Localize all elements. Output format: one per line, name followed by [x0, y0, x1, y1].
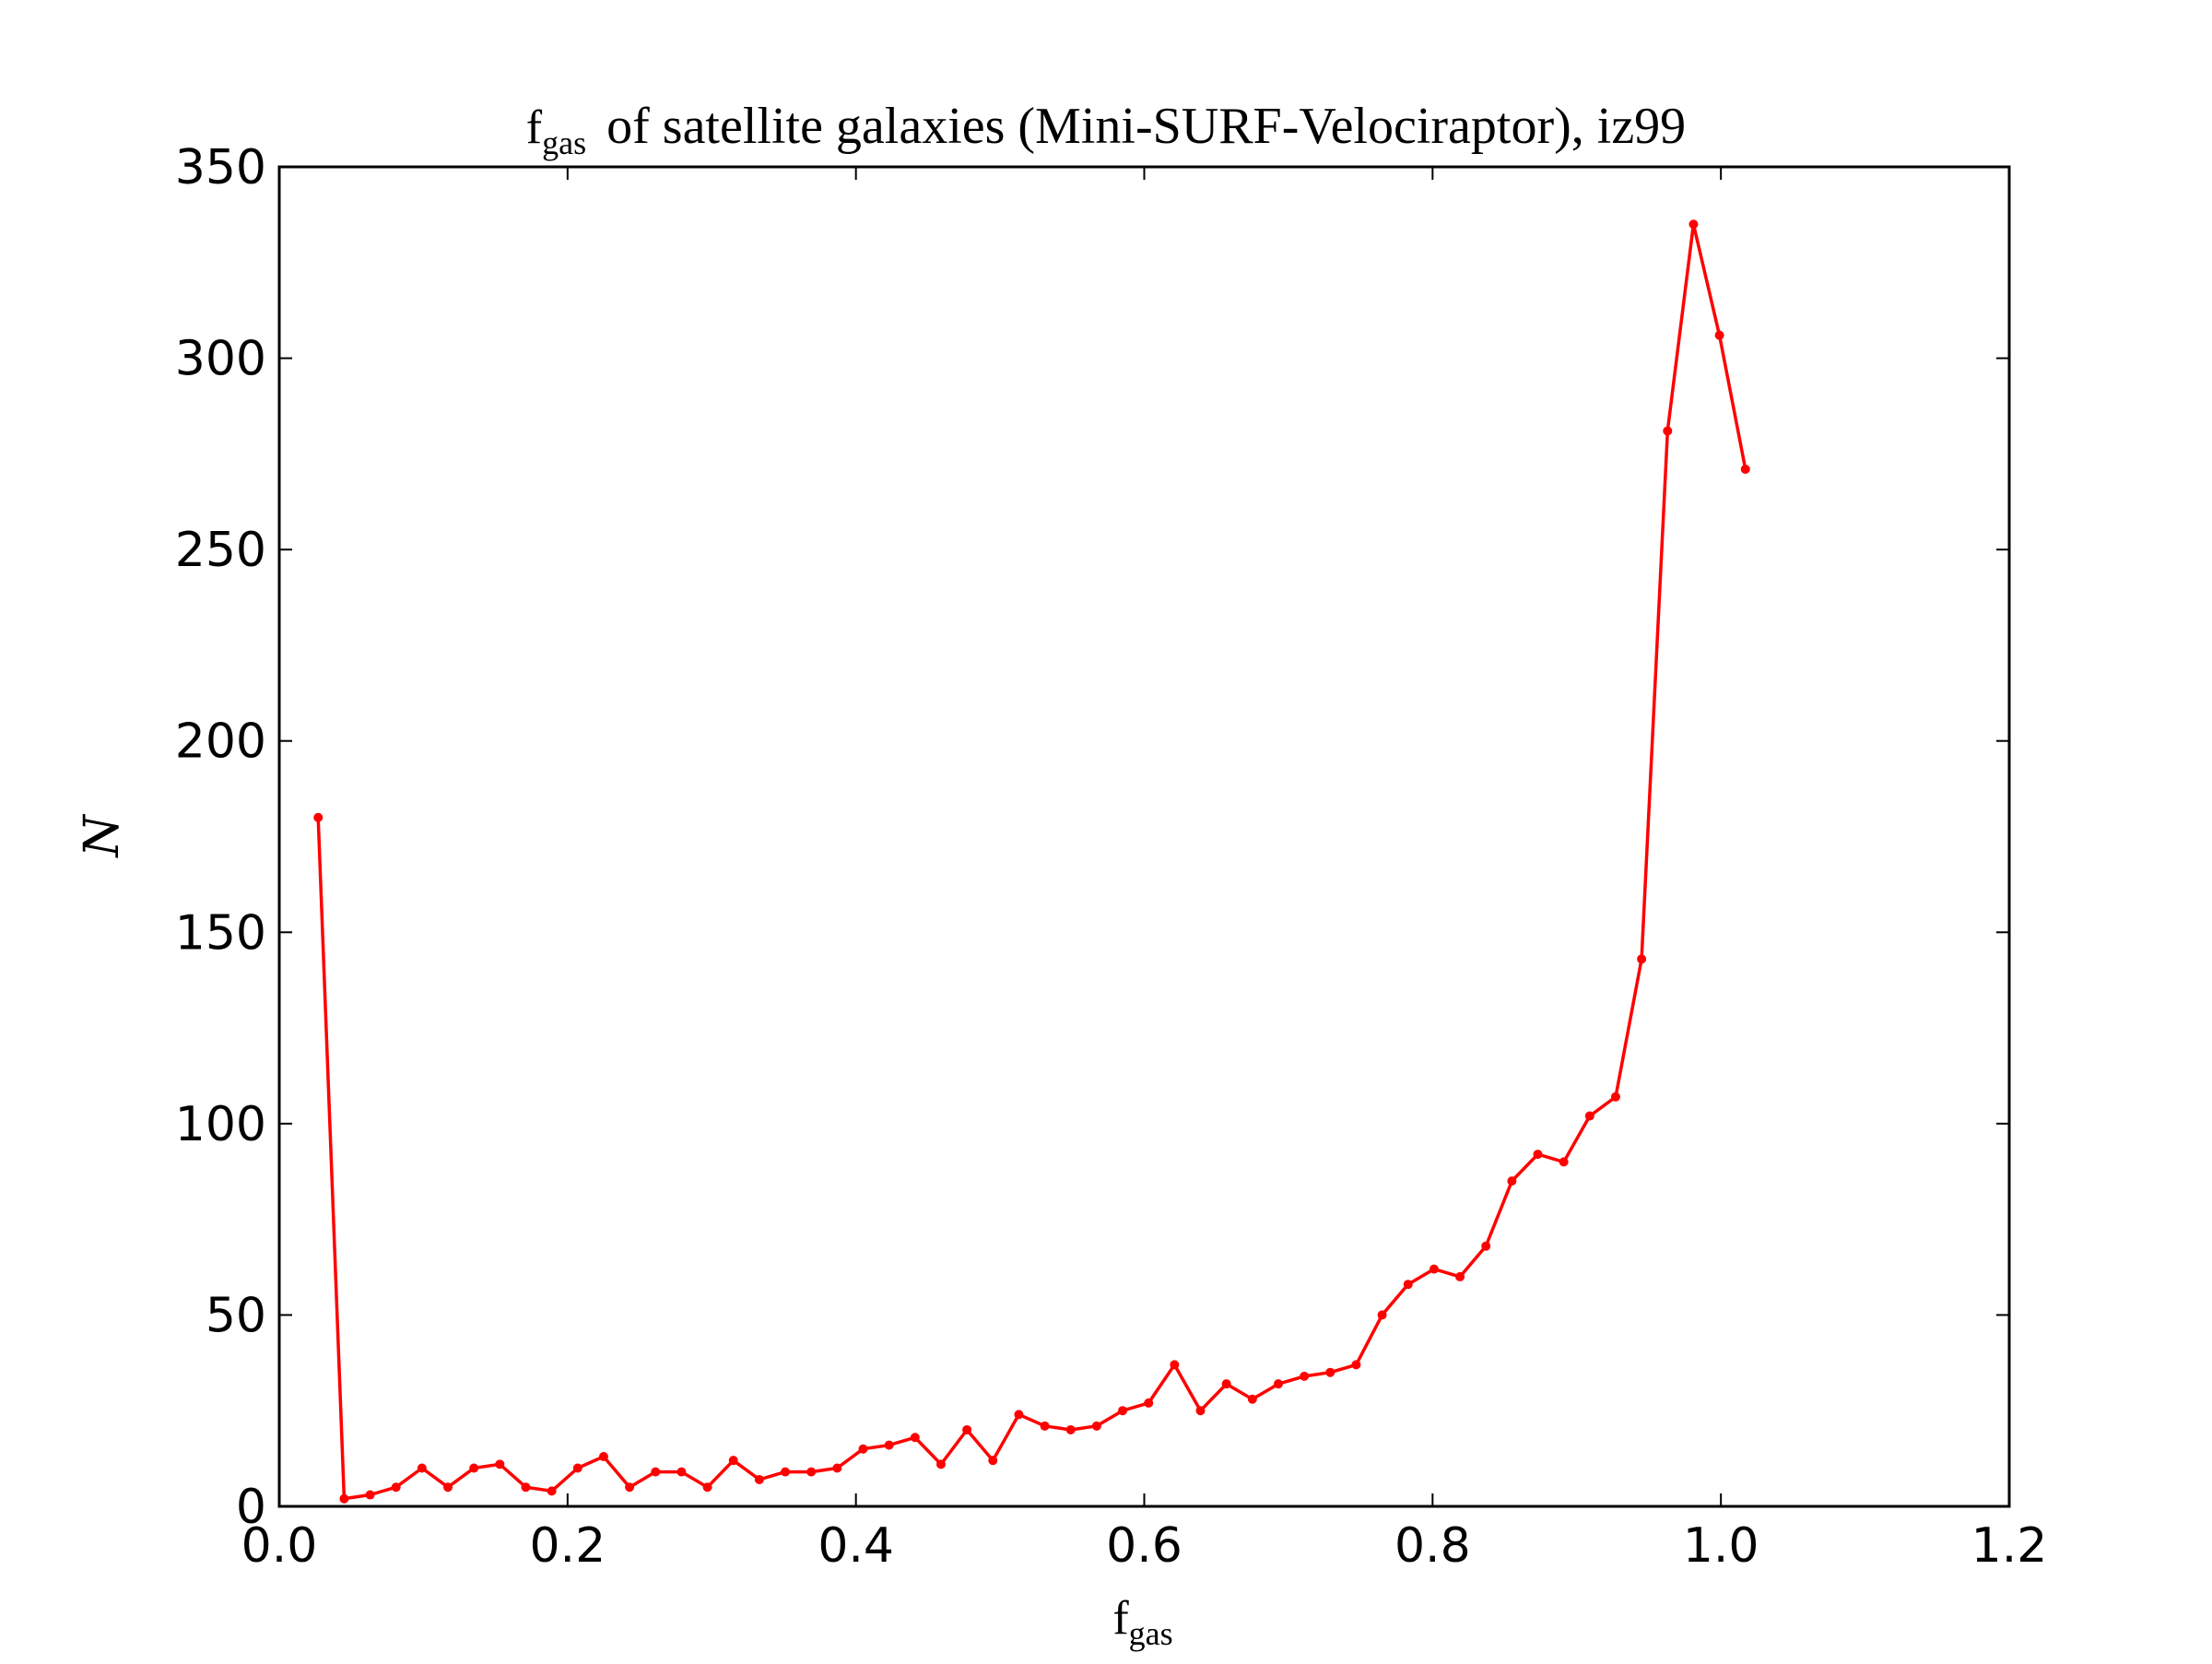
x-label-subscript: gas [1129, 1615, 1173, 1652]
y-axis-ticks: 0 50 100 150 200 250 300 350 [175, 140, 2009, 1535]
data-point [625, 1482, 635, 1493]
data-point [443, 1482, 453, 1493]
title-math-symbol: f [526, 101, 543, 154]
data-point [1559, 1157, 1569, 1167]
title-math-subscript: gas [542, 124, 586, 161]
data-point [1610, 1092, 1620, 1102]
data-point [391, 1482, 401, 1493]
x-tick-label: 0.4 [818, 1518, 894, 1574]
y-tick-label: 300 [175, 332, 266, 387]
data-point [1091, 1421, 1101, 1431]
data-point [1221, 1379, 1231, 1389]
x-tick-label: 1.0 [1683, 1518, 1759, 1574]
data-point [1507, 1176, 1517, 1186]
data-point [1481, 1241, 1491, 1251]
data-point [1533, 1150, 1543, 1160]
data-point [651, 1467, 661, 1477]
y-tick-label: 0 [236, 1480, 266, 1535]
data-point [728, 1456, 738, 1466]
series-layer [316, 222, 1747, 1501]
y-tick-label: 200 [175, 714, 266, 770]
data-point [365, 1490, 375, 1500]
data-point [1325, 1367, 1335, 1377]
data-point [1688, 219, 1699, 230]
data-point [1170, 1360, 1180, 1370]
data-point [1663, 426, 1673, 436]
data-point [1247, 1394, 1257, 1404]
data-point [935, 1459, 946, 1469]
data-point [572, 1463, 582, 1473]
data-point [1740, 464, 1750, 474]
data-point [1351, 1360, 1361, 1370]
y-tick-label: 50 [206, 1288, 266, 1343]
data-point [598, 1452, 608, 1462]
data-point [1040, 1421, 1050, 1431]
x-tick-label: 0.8 [1394, 1518, 1471, 1574]
data-point [806, 1467, 817, 1477]
data-point [1273, 1379, 1283, 1389]
data-point [339, 1493, 349, 1504]
data-point [1195, 1406, 1206, 1416]
x-tick-label: 0.2 [529, 1518, 606, 1574]
data-point [547, 1486, 557, 1496]
data-point [884, 1440, 894, 1450]
data-point [858, 1444, 868, 1454]
x-tick-label: 0.6 [1106, 1518, 1182, 1574]
data-point [702, 1482, 712, 1493]
x-tick-label: 1.2 [1971, 1518, 2048, 1574]
data-point [1065, 1424, 1076, 1434]
data-point [1637, 954, 1647, 964]
data-point [1014, 1410, 1024, 1420]
x-axis-label: fgas [1112, 1592, 1172, 1652]
title-text: of satellite galaxies (Mini-SURF-Velocir… [606, 98, 1686, 155]
data-point [1455, 1271, 1465, 1281]
data-point [1144, 1398, 1154, 1408]
data-point [1429, 1264, 1439, 1274]
x-label-symbol: f [1112, 1592, 1129, 1645]
data-point [1714, 330, 1724, 340]
data-point [832, 1463, 842, 1473]
markers-layer [313, 219, 1750, 1504]
y-axis-label: N [75, 814, 130, 859]
data-point [1377, 1310, 1387, 1320]
data-point [754, 1474, 764, 1484]
y-tick-label: 100 [175, 1097, 266, 1152]
data-point [677, 1467, 687, 1477]
data-point [469, 1463, 479, 1473]
data-point [495, 1459, 505, 1469]
x-axis-ticks: 0.0 0.2 0.4 0.6 0.8 1.0 1.2 [241, 167, 2048, 1574]
chart-title: fgas of satellite galaxies (Mini-SURF-Vel… [526, 98, 1686, 161]
data-point [521, 1482, 531, 1493]
data-point [1584, 1111, 1594, 1121]
series-line [316, 222, 1747, 1501]
data-point [962, 1424, 972, 1434]
data-point [1403, 1280, 1413, 1290]
data-point [988, 1456, 998, 1466]
y-tick-label: 250 [175, 523, 266, 578]
data-point [313, 812, 324, 822]
data-point [781, 1467, 791, 1477]
y-tick-label: 350 [175, 140, 266, 195]
data-point [1300, 1371, 1310, 1381]
y-tick-label: 150 [175, 905, 266, 961]
data-point [417, 1463, 427, 1473]
data-point [910, 1433, 920, 1443]
data-point [1118, 1406, 1128, 1416]
x-tick-label: 0.0 [241, 1518, 318, 1574]
